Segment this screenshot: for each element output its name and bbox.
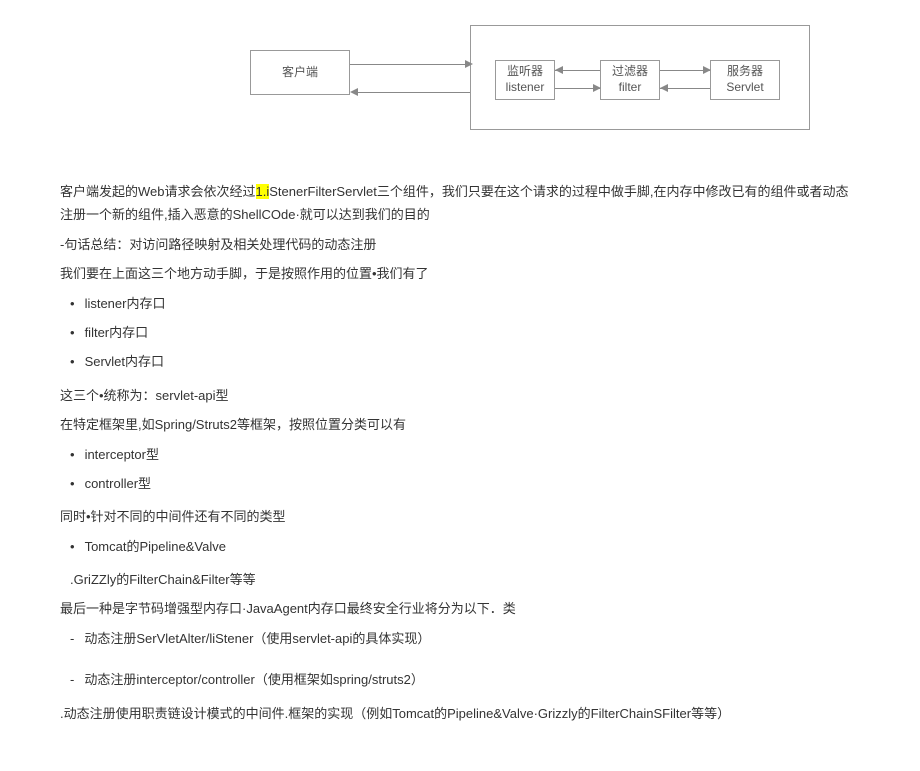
list-item: listener内存口 [70, 292, 860, 315]
arrow-head [593, 84, 601, 92]
paragraph-4: 这三个•统称为：servlet-api型 [60, 384, 860, 407]
filter-box: 过滤器 filter [600, 60, 660, 100]
list-item: Servlet内存口 [70, 350, 860, 373]
dash-list: 动态注册SerVletAlter/liStener（使用servlet-api的… [60, 627, 860, 692]
servlet-box: 服务器 Servlet [710, 60, 780, 100]
arrow-head [660, 84, 668, 92]
paragraph-6b: .GriZZly的FilterChain&Filter等等 [70, 568, 860, 591]
listener-label-top: 监听器 [507, 64, 543, 80]
arrow [350, 64, 470, 65]
servlet-label-bottom: Servlet [726, 80, 763, 96]
client-box: 客户端 [250, 50, 350, 95]
p1-a: 客户端发起的Web请求会依次经过 [60, 184, 256, 199]
listener-box: 监听器 listener [495, 60, 555, 100]
paragraph-7: 最后一种是字节码增强型内存口·JavaAgent内存口最终安全行业将分为以下．类 [60, 597, 860, 620]
paragraph-2: -句话总结：对访问路径映射及相关处理代码的动态注册 [60, 233, 860, 256]
arrow-head [465, 60, 473, 68]
paragraph-5: 在特定框架里,如Spring/Struts2等框架，按照位置分类可以有 [60, 413, 860, 436]
list-framework: interceptor型 controller型 [60, 443, 860, 496]
listener-label-bottom: listener [506, 80, 545, 96]
list-item: controller型 [70, 472, 860, 495]
paragraph-1: 客户端发起的Web请求会依次经过1.iStenerFilterServlet三个… [60, 180, 860, 227]
paragraph-8: .动态注册使用职责链设计模式的中间件.框架的实现（例如Tomcat的Pipeli… [60, 702, 860, 725]
list-middleware: Tomcat的Pipeline&Valve [60, 535, 860, 558]
filter-label-bottom: filter [619, 80, 642, 96]
paragraph-6: 同时•针对不同的中间件还有不同的类型 [60, 505, 860, 528]
paragraph-3: 我们要在上面这三个地方动手脚，于是按照作用的位置•我们有了 [60, 262, 860, 285]
list-servlet-api: listener内存口 filter内存口 Servlet内存口 [60, 292, 860, 374]
list-item: 动态注册SerVletAlter/liStener（使用servlet-api的… [70, 627, 860, 650]
servlet-label-top: 服务器 [727, 64, 763, 80]
list-item: Tomcat的Pipeline&Valve [70, 535, 860, 558]
architecture-diagram: 客户端 监听器 listener 过滤器 filter 服务器 Servlet [110, 20, 810, 140]
highlight: 1.i [256, 184, 270, 199]
arrow [358, 92, 470, 93]
list-item: 动态注册interceptor/controller（使用框架如spring/s… [70, 668, 860, 691]
client-label: 客户端 [282, 65, 318, 81]
arrow-head [350, 88, 358, 96]
filter-label-top: 过滤器 [612, 64, 648, 80]
list-item: interceptor型 [70, 443, 860, 466]
list-item: filter内存口 [70, 321, 860, 344]
arrow-head [703, 66, 711, 74]
arrow-head [555, 66, 563, 74]
